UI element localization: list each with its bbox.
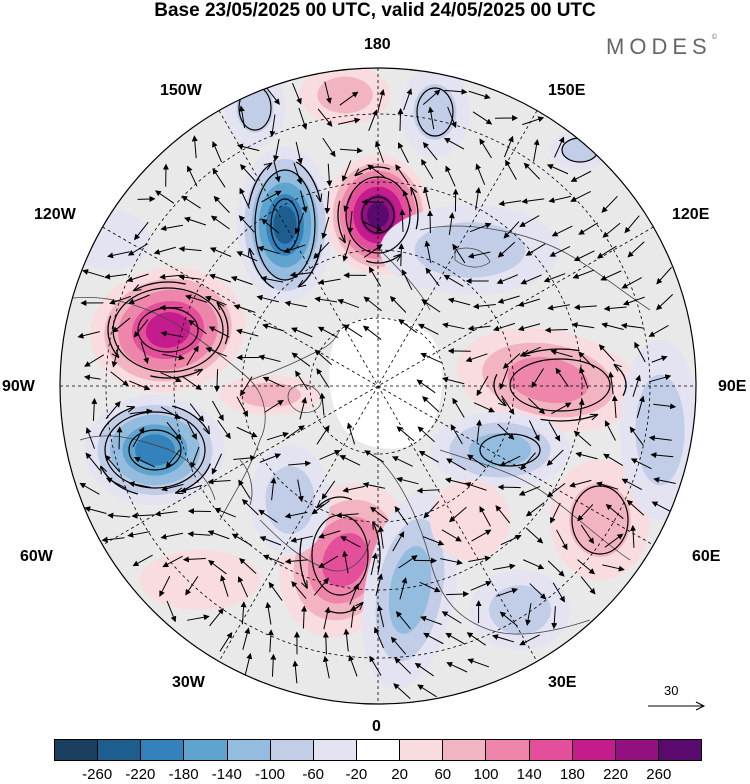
colorbar-tick-label: 260 [646,766,671,783]
colorbar-swatch [184,740,227,760]
colorbar-swatch [486,740,529,760]
wind-reference-arrow [647,700,707,712]
map-disc [60,65,700,704]
lon-label-60e: 60E [692,548,720,566]
lon-label-180: 180 [364,36,391,54]
colorbar-swatch [659,740,701,760]
polar-map [0,0,750,730]
colorbar-ticks: -260 -220 -180 -140 -100 -60 -20 20 60 100 140 180 2… [0,766,750,784]
wind-arrow [138,199,155,200]
lon-label-0: 0 [372,718,381,736]
colorbar-swatch [400,740,443,760]
colorbar-swatch [573,740,616,760]
lon-label-90e: 90E [718,378,746,396]
colorbar-tick-label: 180 [560,766,585,783]
lon-label-150e: 150E [548,82,585,100]
wind-arrow [119,427,120,449]
lon-label-120w: 120W [34,206,76,224]
colorbar-tick-label: 60 [434,766,451,783]
wind-reference-value: 30 [664,683,678,698]
colorbar-tick-label: 140 [517,766,542,783]
anomaly-contour [70,210,150,270]
colorbar-tick-label: -60 [302,766,324,783]
lon-label-90w: 90W [2,378,35,396]
colorbar-tick-label: -260 [82,766,112,783]
colorbar-swatch [616,740,659,760]
anomaly-contour [265,466,314,534]
lon-label-30w: 30W [172,674,205,692]
colorbar-swatch [271,740,314,760]
lon-label-150w: 150W [160,82,202,100]
colorbar-tick-label: -220 [125,766,155,783]
lon-label-120e: 120E [672,206,709,224]
wind-arrow [546,330,568,331]
colorbar-swatch [141,740,184,760]
anomaly-contour [317,77,372,114]
colorbar-tick-label: 220 [603,766,628,783]
colorbar-swatch [98,740,141,760]
colorbar-tick-label: -140 [212,766,242,783]
lon-label-30e: 30E [548,674,576,692]
colorbar-swatch [55,740,98,760]
anomaly-contour [489,585,551,634]
colorbar-tick-label: -20 [346,766,368,783]
colorbar-swatch [530,740,573,760]
colorbar-tick-label: 100 [473,766,498,783]
colorbar-swatch [443,740,486,760]
colorbar-tick-label: -100 [255,766,285,783]
wind-arrow [400,109,401,131]
colorbar-tick-label: 20 [391,766,408,783]
anomaly-contour [237,83,274,132]
colorbar-tick-label: -180 [169,766,199,783]
colorbar [54,739,702,761]
colorbar-swatch [228,740,271,760]
colorbar-swatch [314,740,357,760]
anomaly-contour [415,222,526,277]
wind-arrow [499,487,521,488]
anomaly-contour [430,480,510,560]
lon-label-60w: 60W [20,548,53,566]
anomaly-contour [635,375,684,486]
colorbar-swatch [357,740,400,760]
